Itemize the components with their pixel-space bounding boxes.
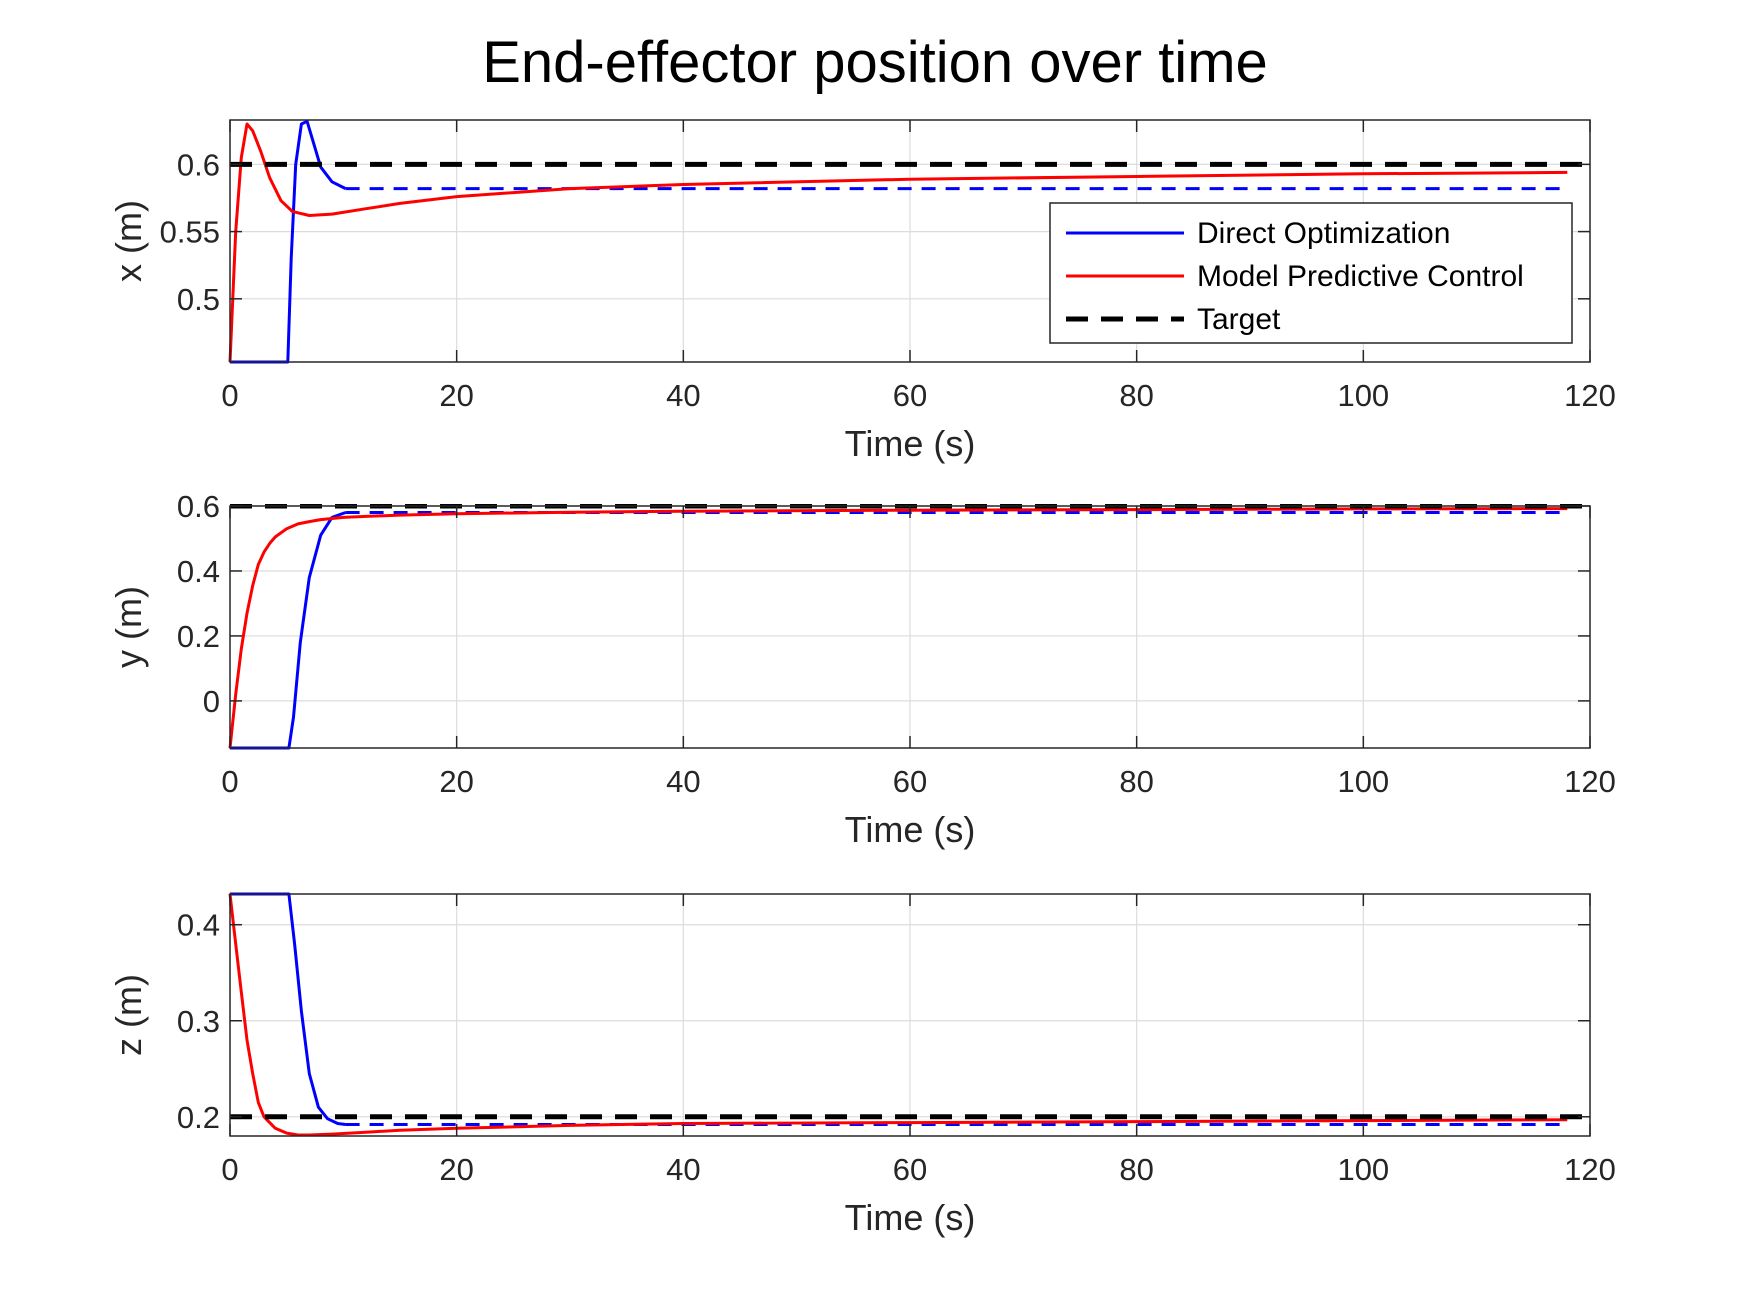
x-tick-label: 100	[1337, 1152, 1389, 1187]
subplot-y: 0 20 40 60 80 100 120 0 0.2 0.4 0.6 Time (s) y (m)	[108, 489, 1616, 850]
y-axis-title: x (m)	[108, 200, 149, 282]
x-axis-title: Time (s)	[845, 423, 976, 464]
y-axis-title: z (m)	[108, 974, 149, 1056]
y-tick-label: 0.55	[160, 215, 220, 250]
subplot-z: 0 20 40 60 80 100 120 0.2 0.3 0.4 Time (s) z (m)	[108, 892, 1616, 1238]
mpc-line	[228, 122, 1568, 363]
x-tick-label: 100	[1337, 378, 1389, 413]
x-tick-label: 80	[1119, 1152, 1153, 1187]
y-tick-label: 0.2	[177, 619, 220, 654]
series-group	[228, 119, 1590, 364]
legend-label: Model Predictive Control	[1197, 260, 1524, 293]
x-tick-label: 120	[1564, 1152, 1616, 1187]
y-tick-label: 0	[203, 684, 220, 719]
direct-optimization-line	[230, 511, 347, 750]
y-tick-label: 0.6	[177, 147, 220, 182]
subplot-group: 0 20 40 60 80 100 120 0.5 0.55 0.6 Time (s) x (m) 0 2…	[108, 119, 1616, 1238]
mpc-line	[228, 507, 1568, 749]
x-tick-label: 60	[893, 764, 927, 799]
x-tick-label: 0	[221, 378, 238, 413]
x-tick-label: 20	[439, 378, 473, 413]
figure-title: End-effector position over time	[482, 30, 1268, 95]
y-tick-label: 0.3	[177, 1004, 220, 1039]
x-tick-label: 80	[1119, 764, 1153, 799]
x-tick-label: 100	[1337, 764, 1389, 799]
y-tick-label: 0.6	[177, 489, 220, 524]
direct-optimization-line	[230, 892, 346, 1126]
mpc-line	[228, 893, 1568, 1137]
x-axis-title: Time (s)	[845, 809, 976, 850]
x-tick-label: 60	[893, 1152, 927, 1187]
x-tick-label: 120	[1564, 378, 1616, 413]
direct-optimization-line	[230, 119, 347, 364]
y-tick-label: 0.5	[177, 282, 220, 317]
x-tick-label: 60	[893, 378, 927, 413]
y-tick-label: 0.4	[177, 554, 220, 589]
x-tick-label: 20	[439, 764, 473, 799]
x-tick-label: 80	[1119, 378, 1153, 413]
y-axis-title: y (m)	[108, 586, 149, 668]
y-tick-label: 0.2	[177, 1100, 220, 1135]
x-tick-label: 0	[221, 1152, 238, 1187]
x-tick-label: 40	[666, 764, 700, 799]
x-tick-label: 40	[666, 378, 700, 413]
x-tick-label: 0	[221, 764, 238, 799]
legend-label: Target	[1197, 303, 1281, 336]
x-tick-label: 40	[666, 1152, 700, 1187]
x-tick-label: 120	[1564, 764, 1616, 799]
y-tick-label: 0.4	[177, 908, 220, 943]
legend-label: Direct Optimization	[1197, 217, 1450, 250]
x-axis-title: Time (s)	[845, 1197, 976, 1238]
x-tick-label: 20	[439, 1152, 473, 1187]
legend: Direct Optimization Model Predictive Cont…	[1049, 202, 1573, 344]
